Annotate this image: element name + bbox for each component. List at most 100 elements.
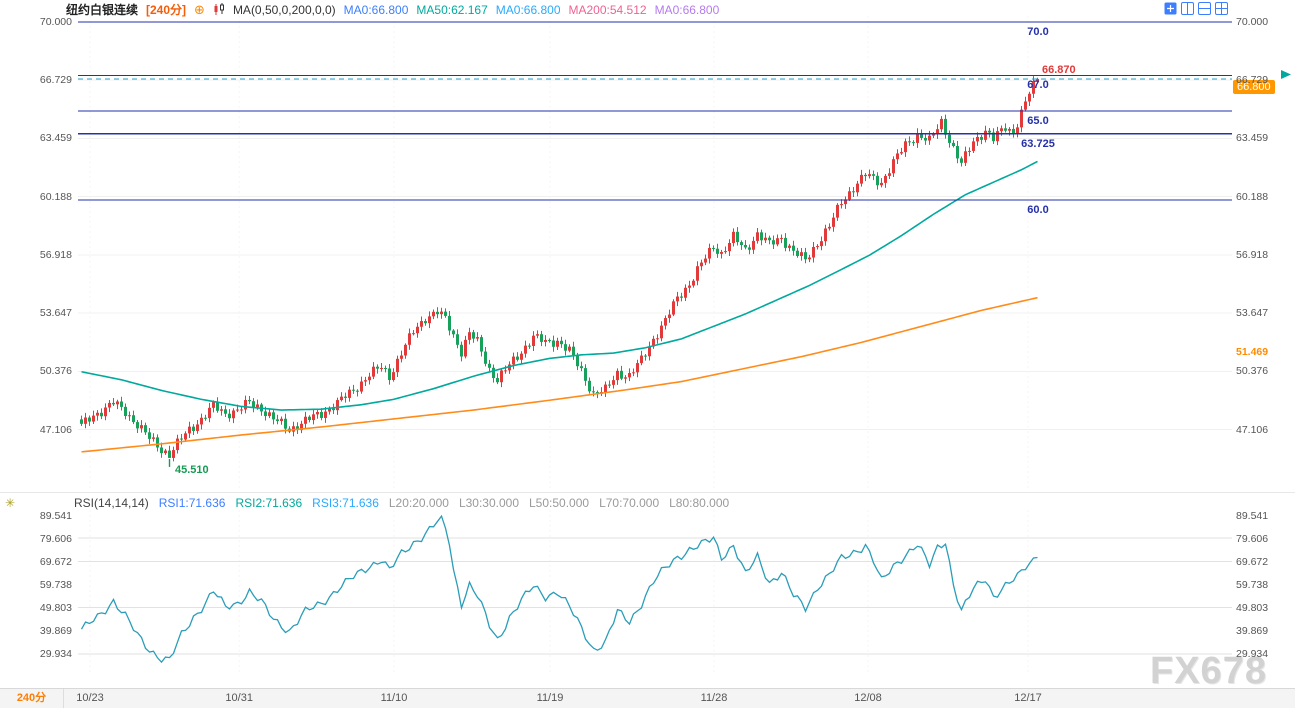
candle-body	[512, 356, 515, 365]
candle-body	[568, 346, 571, 351]
candle-body	[480, 337, 483, 352]
jump-to-latest-icon[interactable]	[1279, 68, 1293, 86]
candle-body	[1000, 128, 1003, 132]
candle-body	[408, 333, 411, 345]
candle-body	[776, 238, 779, 245]
candle-body	[792, 245, 795, 251]
candle-body	[316, 412, 319, 415]
candle-body	[212, 402, 215, 408]
candle-body	[1032, 81, 1035, 94]
candle-body	[636, 363, 639, 373]
candle-body	[324, 411, 327, 418]
candle-body	[880, 182, 883, 186]
candle-body	[112, 402, 115, 405]
layout-two-vertical-icon[interactable]	[1181, 2, 1194, 15]
candle-body	[604, 384, 607, 393]
candle-body	[216, 402, 219, 411]
candle-body	[120, 401, 123, 407]
candle-body	[292, 426, 295, 432]
candle-body	[496, 378, 499, 383]
candle-body	[752, 240, 755, 250]
candle-body	[520, 353, 523, 360]
candle-body	[424, 321, 427, 324]
layout-grid-icon[interactable]	[1215, 2, 1228, 15]
rsi-settings-icon[interactable]: ✳	[5, 496, 16, 510]
candle-body	[412, 333, 415, 335]
candle-body	[436, 311, 439, 315]
candle-body	[468, 332, 471, 340]
symbol-name[interactable]: 纽约白银连续	[66, 3, 139, 17]
candle-body	[252, 401, 255, 408]
layout-two-horizontal-icon[interactable]	[1198, 2, 1211, 15]
candle-body	[548, 339, 551, 341]
candle-body	[132, 415, 135, 423]
candle-body	[608, 384, 611, 386]
candle-body	[384, 367, 387, 369]
candle-body	[124, 406, 127, 416]
candle-body	[280, 418, 283, 422]
candle-body	[800, 252, 803, 256]
candle-body	[484, 351, 487, 364]
candle-body	[472, 332, 475, 339]
candle-body	[696, 266, 699, 281]
candle-body	[856, 183, 859, 193]
candle-body	[208, 407, 211, 419]
candle-body	[948, 134, 951, 143]
layout-single-icon[interactable]	[1164, 2, 1177, 15]
candle-body	[572, 346, 575, 356]
candle-body	[632, 372, 635, 374]
candle-body	[916, 132, 919, 143]
candle-body	[740, 242, 743, 245]
candle-body	[96, 412, 99, 416]
candle-body	[928, 135, 931, 141]
candle-body	[272, 412, 275, 420]
candle-body	[544, 339, 547, 342]
candle-body	[744, 244, 747, 248]
candle-body	[772, 240, 775, 245]
candle-body	[128, 415, 131, 417]
ma-settings-label[interactable]: MA(0,50,0,200,0,0)	[232, 2, 336, 17]
candle-body	[808, 257, 811, 260]
candle-body	[80, 419, 83, 424]
candle-body	[884, 175, 887, 183]
candle-body	[708, 247, 711, 259]
candle-body	[1016, 127, 1019, 135]
candle-body	[116, 401, 119, 405]
rsi-title[interactable]: RSI(14,14,14)	[74, 496, 149, 510]
add-indicator-icon[interactable]: ⊕	[194, 2, 205, 17]
candle-body	[540, 334, 543, 342]
candle-body	[164, 450, 167, 454]
candle-body	[684, 287, 687, 298]
candle-body	[500, 370, 503, 383]
candle-body	[320, 412, 323, 418]
candle-body	[160, 447, 163, 454]
candle-body	[720, 251, 723, 254]
ma200-line	[81, 296, 1038, 453]
candle-body	[592, 391, 595, 393]
candle-body	[224, 409, 227, 414]
candle-body	[352, 389, 355, 391]
candle-body	[700, 262, 703, 267]
ma50-line	[81, 160, 1038, 411]
candle-body	[804, 252, 807, 260]
period-selector[interactable]: 240分	[0, 689, 64, 708]
candle-body	[676, 296, 679, 302]
candle-body	[688, 285, 691, 288]
candlestick-icon[interactable]	[213, 3, 225, 16]
candle-body	[736, 231, 739, 243]
candle-body	[400, 355, 403, 359]
candle-body	[820, 241, 823, 247]
candle-body	[864, 174, 867, 177]
candle-body	[876, 175, 879, 186]
candle-body	[364, 380, 367, 382]
candle-body	[872, 174, 875, 176]
candle-body	[136, 422, 139, 429]
candle-body	[276, 419, 279, 422]
candle-body	[764, 237, 767, 241]
period-tag[interactable]: [240分]	[146, 3, 187, 17]
candle-body	[220, 409, 223, 411]
candle-body	[1004, 128, 1007, 131]
candle-body	[844, 199, 847, 205]
candle-body	[148, 432, 151, 439]
